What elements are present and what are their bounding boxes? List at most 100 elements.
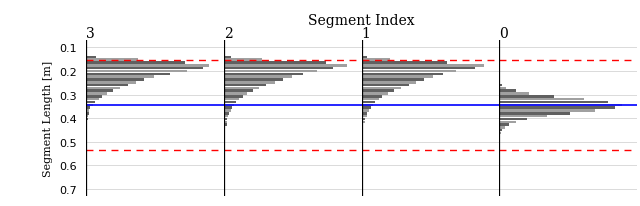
- Bar: [362, 96, 382, 98]
- Bar: [499, 84, 502, 87]
- Bar: [362, 135, 363, 137]
- Bar: [86, 101, 95, 104]
- Bar: [224, 110, 231, 112]
- Bar: [224, 112, 230, 115]
- Bar: [224, 115, 228, 118]
- Bar: [224, 138, 225, 140]
- Bar: [86, 73, 170, 76]
- Bar: [362, 70, 456, 73]
- Bar: [224, 56, 231, 59]
- Bar: [224, 143, 225, 146]
- Bar: [499, 115, 547, 118]
- Bar: [224, 68, 333, 70]
- Bar: [86, 76, 154, 78]
- Bar: [499, 107, 615, 109]
- Bar: [499, 104, 622, 107]
- Bar: [499, 118, 527, 121]
- Bar: [362, 59, 390, 62]
- Bar: [86, 107, 90, 109]
- Bar: [86, 96, 102, 98]
- Bar: [86, 56, 96, 59]
- Bar: [224, 126, 225, 129]
- Text: 2: 2: [224, 27, 233, 41]
- Bar: [362, 112, 367, 115]
- Text: 3: 3: [86, 27, 95, 41]
- Bar: [362, 129, 364, 132]
- Bar: [362, 124, 364, 126]
- Bar: [224, 73, 303, 76]
- Text: 0: 0: [499, 27, 508, 41]
- Bar: [499, 129, 502, 132]
- Bar: [224, 146, 225, 149]
- Bar: [362, 115, 367, 118]
- Bar: [362, 126, 364, 129]
- Bar: [224, 76, 292, 78]
- Bar: [362, 107, 371, 109]
- Bar: [86, 87, 120, 90]
- Bar: [86, 104, 93, 107]
- Bar: [224, 118, 227, 121]
- Bar: [224, 84, 266, 87]
- Bar: [499, 90, 516, 92]
- Bar: [362, 138, 363, 140]
- Bar: [499, 93, 529, 95]
- Bar: [86, 82, 136, 84]
- Bar: [86, 93, 108, 95]
- Bar: [224, 104, 234, 107]
- Bar: [86, 68, 203, 70]
- Bar: [224, 70, 317, 73]
- Bar: [224, 98, 239, 101]
- Bar: [86, 112, 89, 115]
- Bar: [362, 121, 365, 123]
- Bar: [224, 132, 225, 135]
- Bar: [499, 124, 509, 126]
- Bar: [499, 96, 554, 98]
- Bar: [86, 70, 187, 73]
- Bar: [224, 107, 232, 109]
- Bar: [362, 82, 417, 84]
- Bar: [86, 84, 128, 87]
- Bar: [224, 96, 243, 98]
- Bar: [362, 90, 394, 92]
- Y-axis label: Segment Length [m]: Segment Length [m]: [44, 61, 53, 176]
- Bar: [224, 90, 253, 92]
- Bar: [86, 90, 113, 92]
- Bar: [362, 101, 375, 104]
- Bar: [362, 110, 369, 112]
- Bar: [224, 59, 262, 62]
- Bar: [224, 87, 259, 90]
- Bar: [224, 141, 225, 143]
- Bar: [86, 59, 138, 62]
- Bar: [224, 65, 347, 67]
- Bar: [362, 132, 363, 135]
- Bar: [362, 104, 373, 107]
- Bar: [224, 129, 225, 132]
- Bar: [224, 124, 227, 126]
- Bar: [362, 87, 401, 90]
- Bar: [499, 87, 506, 90]
- Bar: [362, 93, 388, 95]
- Bar: [499, 112, 570, 115]
- Bar: [224, 62, 326, 64]
- Bar: [362, 62, 447, 64]
- Bar: [499, 126, 505, 129]
- Bar: [499, 101, 609, 104]
- Bar: [224, 121, 227, 123]
- Bar: [86, 62, 185, 64]
- Bar: [86, 110, 89, 112]
- Text: 1: 1: [362, 27, 371, 41]
- Bar: [499, 110, 595, 112]
- Bar: [499, 98, 584, 101]
- Bar: [224, 101, 236, 104]
- Bar: [362, 118, 365, 121]
- Bar: [86, 118, 88, 121]
- Bar: [362, 76, 433, 78]
- Bar: [86, 65, 209, 67]
- Bar: [86, 98, 99, 101]
- Bar: [362, 79, 424, 81]
- Text: Segment Index: Segment Index: [308, 14, 415, 28]
- Bar: [362, 84, 409, 87]
- Bar: [499, 135, 500, 137]
- Bar: [499, 132, 500, 135]
- Bar: [362, 56, 367, 59]
